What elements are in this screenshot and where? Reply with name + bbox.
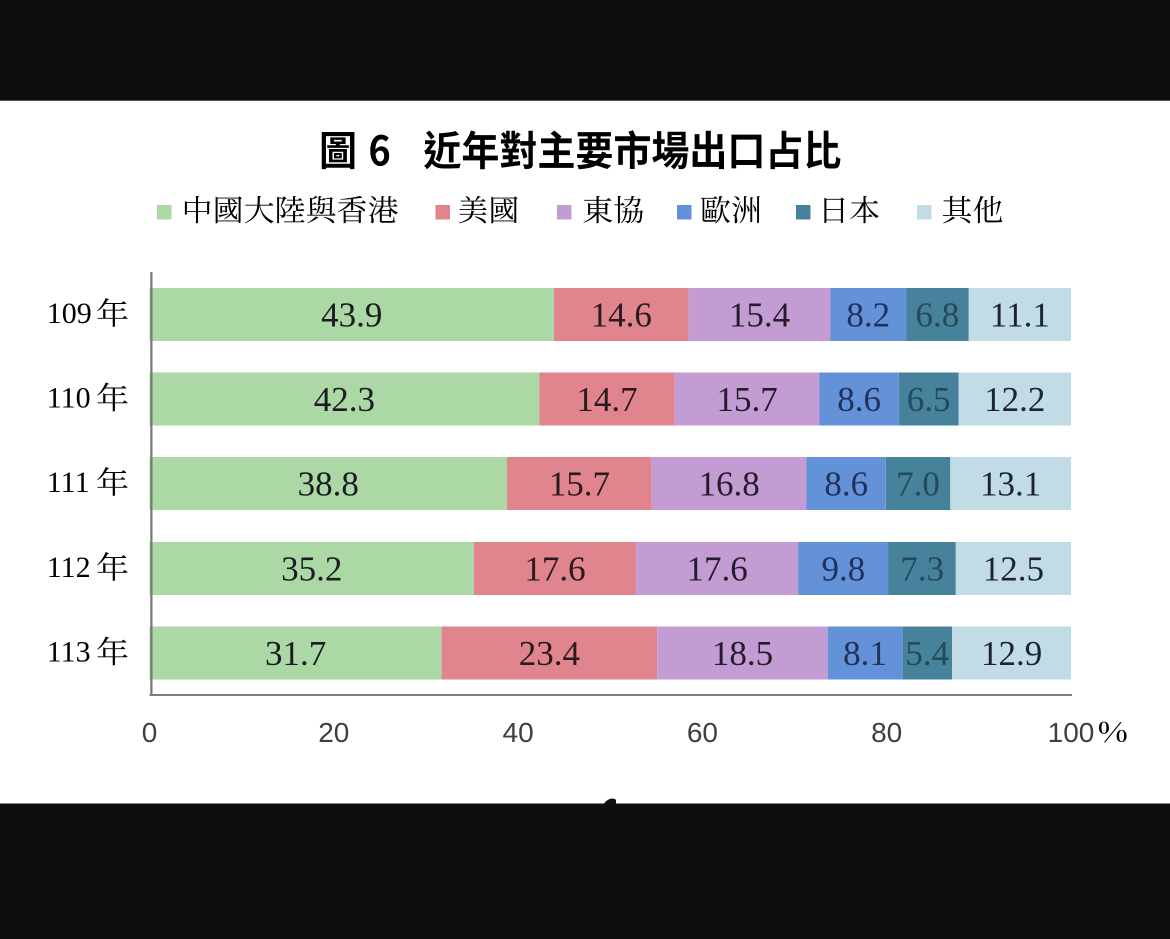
svg-text:12.5: 12.5: [983, 550, 1044, 589]
svg-text:17.6: 17.6: [686, 550, 747, 589]
svg-text:35.2: 35.2: [281, 550, 342, 589]
svg-text:15.7: 15.7: [549, 465, 610, 504]
svg-text:112: 112: [47, 551, 91, 584]
svg-text:12.9: 12.9: [981, 634, 1042, 673]
svg-text:14.7: 14.7: [576, 380, 637, 419]
svg-text:109: 109: [47, 297, 92, 330]
svg-text:15.4: 15.4: [729, 296, 790, 335]
svg-text:14.6: 14.6: [591, 296, 652, 335]
svg-text:7.0: 7.0: [896, 465, 940, 504]
svg-text:12.2: 12.2: [984, 380, 1045, 419]
svg-text:113: 113: [47, 636, 91, 669]
svg-text:15.7: 15.7: [716, 380, 777, 419]
svg-text:110: 110: [47, 382, 91, 415]
svg-text:0: 0: [142, 717, 158, 748]
svg-text:8.1: 8.1: [843, 634, 887, 673]
svg-text:11.1: 11.1: [990, 296, 1050, 335]
svg-text:23.4: 23.4: [519, 634, 580, 673]
svg-text:17.6: 17.6: [524, 550, 585, 589]
svg-text:6.5: 6.5: [907, 380, 951, 419]
svg-text:38.8: 38.8: [298, 465, 359, 504]
svg-text:80: 80: [871, 717, 902, 748]
svg-text:9.8: 9.8: [822, 550, 866, 589]
svg-text:60: 60: [687, 717, 718, 748]
svg-text:7.3: 7.3: [900, 550, 944, 589]
svg-text:20: 20: [318, 717, 349, 748]
svg-text:16.8: 16.8: [698, 465, 759, 504]
svg-text:5.4: 5.4: [905, 634, 949, 673]
svg-text:111: 111: [47, 466, 90, 499]
svg-text:31.7: 31.7: [265, 634, 326, 673]
svg-text:42.3: 42.3: [314, 380, 375, 419]
svg-text:43.9: 43.9: [321, 296, 382, 335]
svg-text:40: 40: [503, 717, 534, 748]
svg-text:8.2: 8.2: [846, 296, 890, 335]
svg-text:8.6: 8.6: [824, 465, 868, 504]
svg-text:6.8: 6.8: [916, 296, 960, 335]
svg-text:13.1: 13.1: [980, 465, 1041, 504]
svg-text:100: 100: [1048, 717, 1095, 748]
svg-text:18.5: 18.5: [712, 634, 773, 673]
svg-text:8.6: 8.6: [837, 380, 881, 419]
